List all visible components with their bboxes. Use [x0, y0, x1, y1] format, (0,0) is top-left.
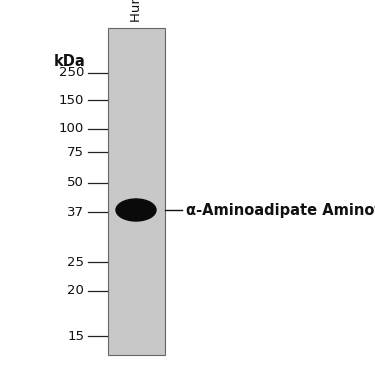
Text: 15: 15	[67, 330, 84, 342]
Text: 100: 100	[59, 123, 84, 135]
Text: Human Liver: Human Liver	[129, 0, 142, 22]
Text: α-Aminoadipate Aminotranferase: α-Aminoadipate Aminotranferase	[186, 202, 375, 217]
Ellipse shape	[116, 199, 156, 221]
Text: 150: 150	[59, 93, 84, 106]
Text: 25: 25	[67, 255, 84, 268]
Text: 250: 250	[59, 66, 84, 80]
Text: kDa: kDa	[54, 54, 86, 69]
Text: 20: 20	[68, 285, 84, 297]
Bar	[108, 28, 165, 355]
Text: 75: 75	[67, 146, 84, 159]
Text: 37: 37	[67, 206, 84, 219]
Text: 50: 50	[68, 177, 84, 189]
